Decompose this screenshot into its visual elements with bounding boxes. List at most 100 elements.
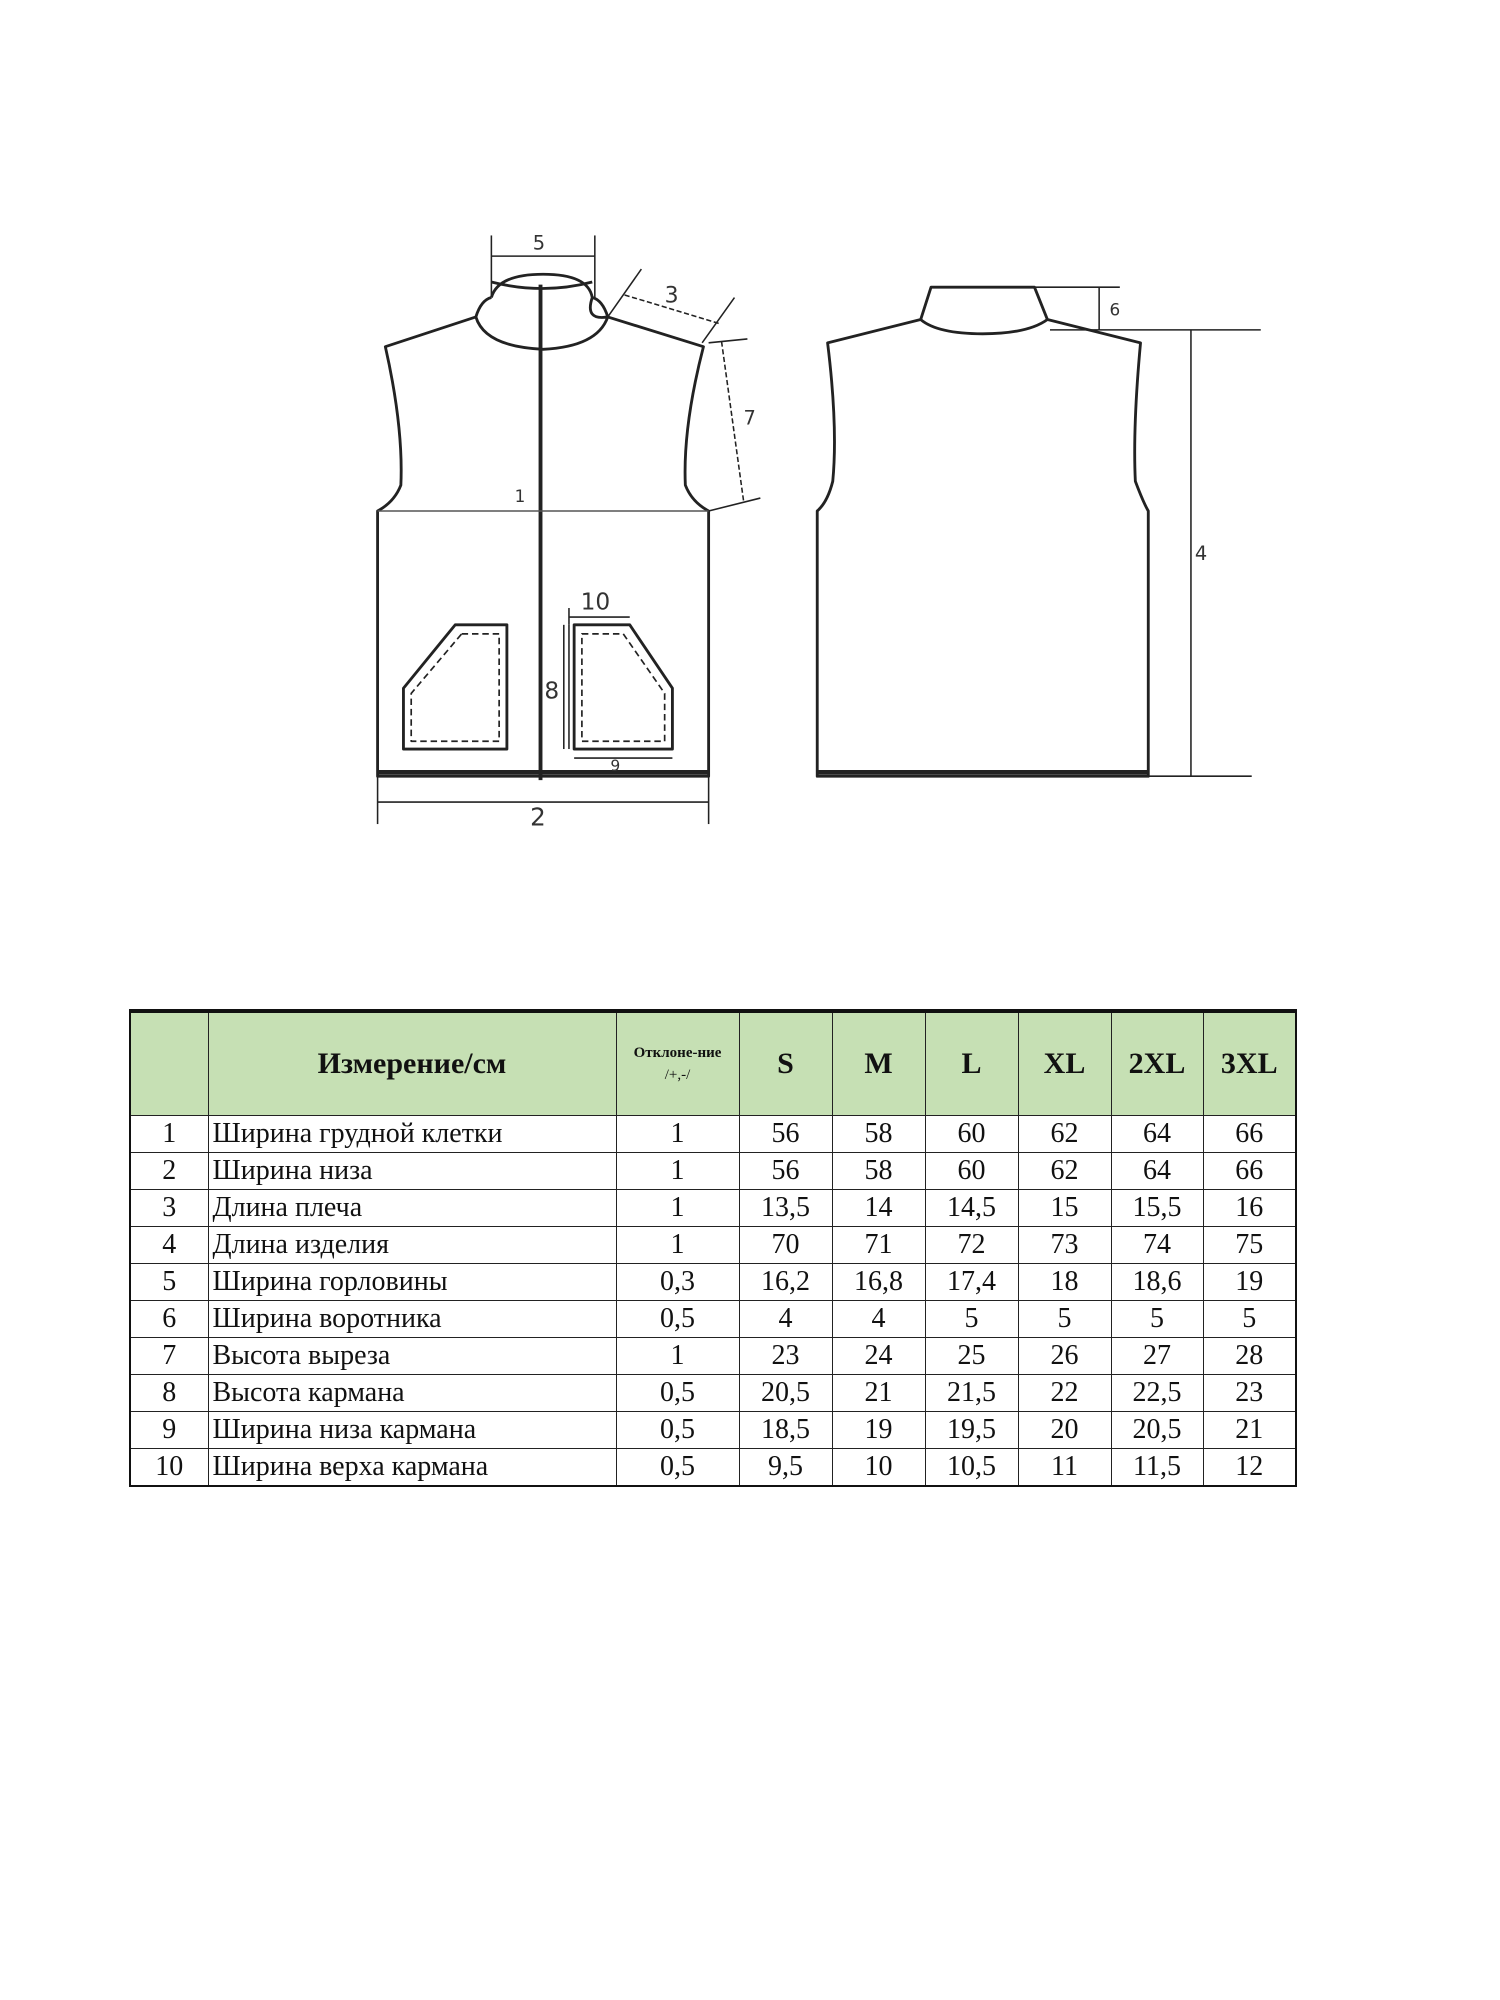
size-value: 17,4 bbox=[924, 1263, 1019, 1301]
size-value: 60 bbox=[924, 1152, 1019, 1190]
measurement-name: Высота кармана bbox=[207, 1374, 617, 1412]
measurement-name: Длина изделия bbox=[207, 1226, 617, 1264]
deviation: 1 bbox=[615, 1115, 740, 1153]
size-value: 18,5 bbox=[738, 1411, 833, 1449]
label-7: 7 bbox=[744, 406, 756, 429]
row-number: 4 bbox=[129, 1226, 209, 1264]
table-row: 7 Высота выреза 1 23 24 25 26 27 28 bbox=[129, 1337, 1297, 1375]
label-10: 10 bbox=[581, 588, 611, 615]
size-value: 5 bbox=[1110, 1300, 1204, 1338]
deviation-sign: /+,-/ bbox=[664, 1067, 691, 1083]
size-value: 58 bbox=[831, 1115, 926, 1153]
measurement-name: Ширина горловины bbox=[207, 1263, 617, 1301]
left-pocket bbox=[402, 623, 509, 751]
table-row: 9 Ширина низа кармана 0,5 18,5 19 19,5 20 20,5 2… bbox=[129, 1411, 1297, 1449]
header-size-s: S bbox=[738, 1010, 833, 1116]
row-number: 1 bbox=[129, 1115, 209, 1153]
size-value: 21 bbox=[1202, 1411, 1297, 1449]
deviation-label: Отклоне-ние bbox=[633, 1045, 722, 1061]
measurement-name: Ширина воротника bbox=[207, 1300, 617, 1338]
size-value: 28 bbox=[1202, 1337, 1297, 1375]
row-number: 2 bbox=[129, 1152, 209, 1190]
size-value: 19,5 bbox=[924, 1411, 1019, 1449]
deviation: 1 bbox=[615, 1189, 740, 1227]
header-size-m: M bbox=[831, 1010, 926, 1116]
measurement-name: Длина плеча bbox=[207, 1189, 617, 1227]
size-value: 58 bbox=[831, 1152, 926, 1190]
size-value: 21 bbox=[831, 1374, 926, 1412]
measurement-name: Ширина грудной клетки bbox=[207, 1115, 617, 1153]
table-row: 5 Ширина горловины 0,3 16,2 16,8 17,4 18 18,6 19 bbox=[129, 1263, 1297, 1301]
table-row: 1 Ширина грудной клетки 1 56 58 60 62 64 66 bbox=[129, 1115, 1297, 1153]
size-value: 72 bbox=[924, 1226, 1019, 1264]
size-value: 21,5 bbox=[924, 1374, 1019, 1412]
size-value: 10,5 bbox=[924, 1448, 1019, 1487]
size-value: 23 bbox=[1202, 1374, 1297, 1412]
size-value: 4 bbox=[738, 1300, 833, 1338]
header-size-2xl: 2XL bbox=[1110, 1010, 1204, 1116]
size-value: 16,2 bbox=[738, 1263, 833, 1301]
label-2: 2 bbox=[530, 802, 546, 831]
size-value: 20 bbox=[1017, 1411, 1112, 1449]
size-value: 64 bbox=[1110, 1152, 1204, 1190]
size-value: 24 bbox=[831, 1337, 926, 1375]
size-value: 26 bbox=[1017, 1337, 1112, 1375]
size-value: 18 bbox=[1017, 1263, 1112, 1301]
size-value: 12 bbox=[1202, 1448, 1297, 1487]
size-value: 71 bbox=[831, 1226, 926, 1264]
size-value: 19 bbox=[831, 1411, 926, 1449]
label-8: 8 bbox=[544, 678, 559, 705]
size-chart-table: Измерение/см Отклоне-ние /+,-/ S M L XL 2… bbox=[129, 1009, 1297, 1487]
front-vest-outline bbox=[376, 296, 711, 778]
row-number: 7 bbox=[129, 1337, 209, 1375]
deviation: 0,5 bbox=[615, 1374, 740, 1412]
deviation: 0,3 bbox=[615, 1263, 740, 1301]
size-value: 70 bbox=[738, 1226, 833, 1264]
row-number: 8 bbox=[129, 1374, 209, 1412]
table-row: 8 Высота кармана 0,5 20,5 21 21,5 22 22,5 23 bbox=[129, 1374, 1297, 1412]
deviation: 0,5 bbox=[615, 1300, 740, 1338]
row-number: 9 bbox=[129, 1411, 209, 1449]
table-header-row: Измерение/см Отклоне-ние /+,-/ S M L XL 2… bbox=[129, 1010, 1297, 1116]
header-size-3xl: 3XL bbox=[1202, 1010, 1297, 1116]
size-value: 16 bbox=[1202, 1189, 1297, 1227]
size-value: 18,6 bbox=[1110, 1263, 1204, 1301]
row-number: 5 bbox=[129, 1263, 209, 1301]
label-3: 3 bbox=[665, 284, 679, 309]
size-value: 25 bbox=[924, 1337, 1019, 1375]
row-number: 3 bbox=[129, 1189, 209, 1227]
measurement-name: Ширина низа bbox=[207, 1152, 617, 1190]
deviation: 0,5 bbox=[615, 1448, 740, 1487]
back-vest-outline bbox=[815, 285, 1150, 778]
size-value: 22 bbox=[1017, 1374, 1112, 1412]
deviation: 1 bbox=[615, 1337, 740, 1375]
header-num bbox=[129, 1010, 209, 1116]
measurement-name: Высота выреза bbox=[207, 1337, 617, 1375]
size-value: 16,8 bbox=[831, 1263, 926, 1301]
size-value: 20,5 bbox=[1110, 1411, 1204, 1449]
label-5: 5 bbox=[533, 232, 545, 255]
size-value: 60 bbox=[924, 1115, 1019, 1153]
size-value: 56 bbox=[738, 1115, 833, 1153]
vest-technical-drawing: 5 3 7 1 10 8 9 2 6 4 bbox=[376, 232, 1261, 831]
table-row: 4 Длина изделия 1 70 71 72 73 74 75 bbox=[129, 1226, 1297, 1264]
size-value: 15 bbox=[1017, 1189, 1112, 1227]
size-value: 64 bbox=[1110, 1115, 1204, 1153]
size-value: 14 bbox=[831, 1189, 926, 1227]
size-value: 9,5 bbox=[738, 1448, 833, 1487]
size-value: 5 bbox=[1017, 1300, 1112, 1338]
label-6: 6 bbox=[1109, 300, 1120, 320]
table-row: 2 Ширина низа 1 56 58 60 62 64 66 bbox=[129, 1152, 1297, 1190]
row-number: 10 bbox=[129, 1448, 209, 1487]
table-row: 10 Ширина верха кармана 0,5 9,5 10 10,5 11 11,5… bbox=[129, 1448, 1297, 1487]
size-value: 27 bbox=[1110, 1337, 1204, 1375]
size-value: 11,5 bbox=[1110, 1448, 1204, 1487]
size-value: 74 bbox=[1110, 1226, 1204, 1264]
size-value: 73 bbox=[1017, 1226, 1112, 1264]
header-deviation: Отклоне-ние /+,-/ bbox=[615, 1010, 740, 1116]
header-size-l: L bbox=[924, 1010, 1019, 1116]
label-9: 9 bbox=[610, 757, 620, 775]
size-value: 22,5 bbox=[1110, 1374, 1204, 1412]
size-value: 20,5 bbox=[738, 1374, 833, 1412]
table-row: 3 Длина плеча 1 13,5 14 14,5 15 15,5 16 bbox=[129, 1189, 1297, 1227]
